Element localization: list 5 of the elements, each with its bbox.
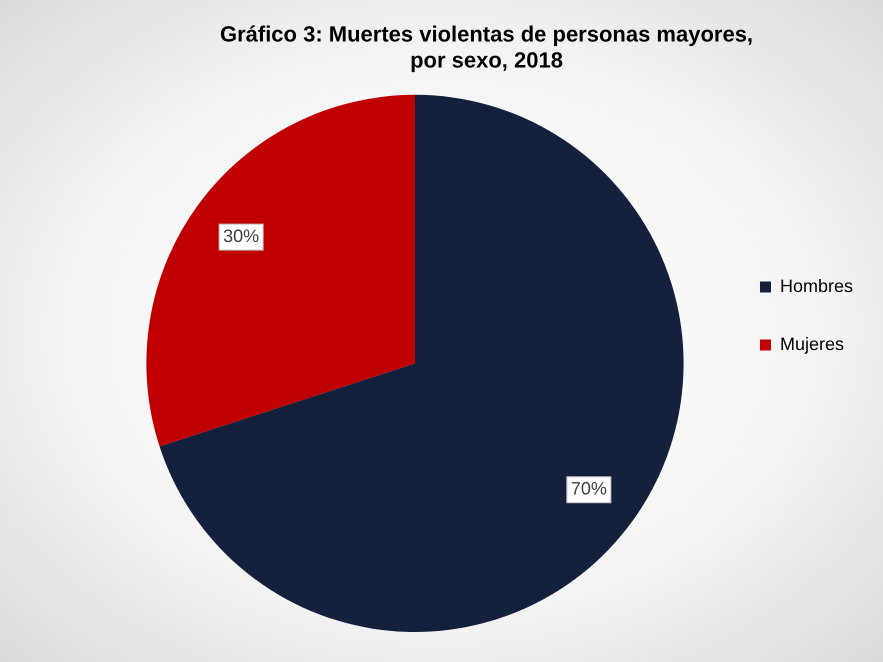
legend-label: Mujeres [780, 334, 844, 354]
data-label: 30% [223, 226, 260, 246]
data-label: 70% [570, 478, 607, 499]
legend-label: Hombres [780, 276, 854, 296]
chart-title: Gráfico 3: Muertes violentas de personas mayores, por sexo, 2018 [220, 21, 754, 73]
